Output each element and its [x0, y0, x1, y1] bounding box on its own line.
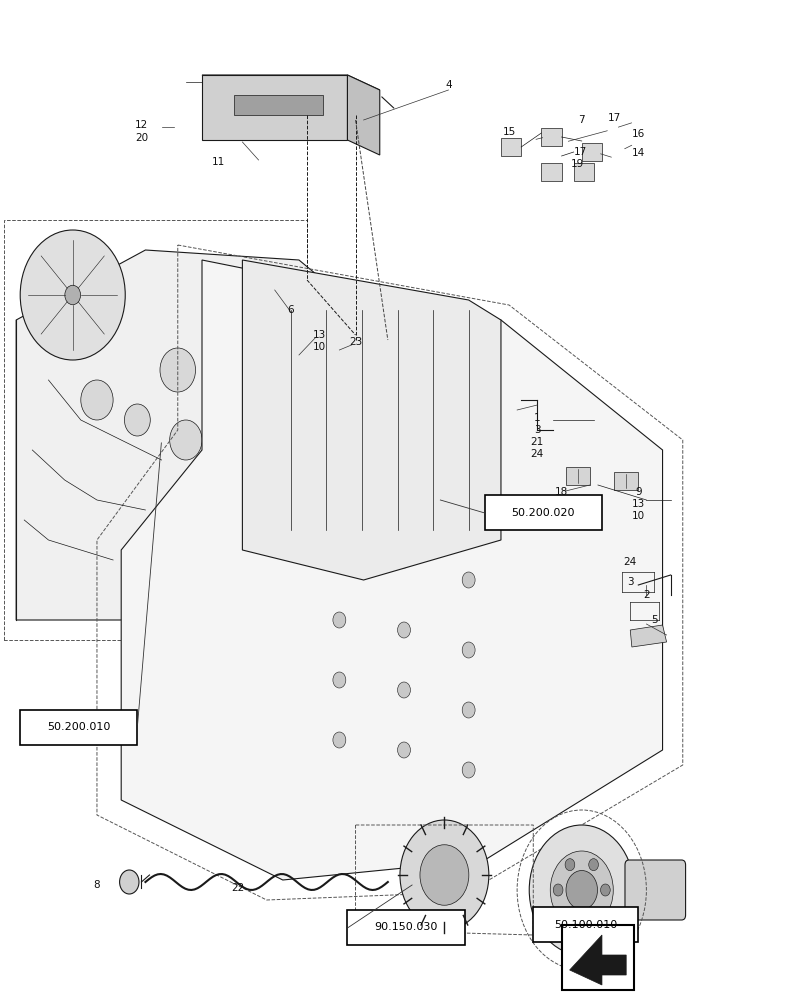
Polygon shape	[541, 163, 562, 181]
Polygon shape	[570, 935, 626, 985]
Text: 5: 5	[651, 615, 658, 625]
Text: 24: 24	[624, 557, 637, 567]
Polygon shape	[121, 260, 663, 880]
Circle shape	[333, 732, 346, 748]
Circle shape	[566, 870, 597, 910]
Circle shape	[333, 542, 346, 558]
Circle shape	[400, 820, 489, 930]
Circle shape	[20, 230, 125, 360]
Text: 16: 16	[632, 129, 645, 139]
Text: 15: 15	[503, 127, 516, 137]
FancyBboxPatch shape	[20, 710, 137, 745]
Circle shape	[246, 425, 271, 455]
Polygon shape	[574, 163, 594, 181]
Circle shape	[589, 909, 599, 921]
Text: 10: 10	[313, 342, 326, 352]
Circle shape	[120, 870, 139, 894]
Circle shape	[398, 682, 410, 698]
Text: 13: 13	[313, 330, 326, 340]
Text: 7: 7	[579, 115, 585, 125]
Polygon shape	[582, 143, 602, 161]
Polygon shape	[202, 75, 380, 90]
Circle shape	[600, 884, 610, 896]
Text: 24: 24	[531, 449, 544, 459]
Text: 1: 1	[534, 413, 541, 423]
Circle shape	[333, 392, 346, 408]
Text: 10: 10	[632, 511, 645, 521]
Text: 3: 3	[534, 425, 541, 435]
Text: 50.200.010: 50.200.010	[47, 722, 111, 732]
Circle shape	[529, 825, 634, 955]
Polygon shape	[541, 128, 562, 146]
FancyBboxPatch shape	[614, 472, 638, 490]
Polygon shape	[630, 625, 667, 647]
Circle shape	[124, 404, 150, 436]
Circle shape	[398, 552, 410, 568]
Circle shape	[420, 845, 469, 905]
Text: 9: 9	[635, 487, 642, 497]
Text: 50.100.010: 50.100.010	[554, 920, 617, 930]
Circle shape	[462, 572, 475, 588]
Circle shape	[212, 372, 241, 408]
Text: 21: 21	[531, 437, 544, 447]
Circle shape	[565, 909, 574, 921]
Text: 18: 18	[555, 487, 568, 497]
Circle shape	[65, 285, 81, 305]
Text: 17: 17	[574, 147, 587, 157]
Text: 90.150.030: 90.150.030	[374, 922, 438, 932]
Circle shape	[462, 432, 475, 448]
Text: 22: 22	[232, 883, 245, 893]
Text: 11: 11	[212, 157, 225, 167]
Polygon shape	[234, 95, 323, 115]
Text: 6: 6	[288, 305, 294, 315]
Text: 17: 17	[608, 113, 621, 123]
Circle shape	[398, 482, 410, 498]
Polygon shape	[202, 75, 347, 140]
FancyBboxPatch shape	[347, 910, 465, 945]
Circle shape	[160, 348, 196, 392]
Circle shape	[81, 380, 113, 420]
Circle shape	[333, 672, 346, 688]
Circle shape	[170, 420, 202, 460]
Polygon shape	[242, 260, 501, 580]
Text: 3: 3	[627, 577, 633, 587]
Text: 23: 23	[349, 337, 362, 347]
Circle shape	[333, 472, 346, 488]
Circle shape	[550, 851, 613, 929]
Circle shape	[398, 622, 410, 638]
Text: 19: 19	[571, 159, 584, 169]
Circle shape	[196, 482, 225, 518]
Circle shape	[398, 412, 410, 428]
Text: 50.200.020: 50.200.020	[511, 508, 575, 518]
Text: 20: 20	[135, 133, 148, 143]
Circle shape	[462, 502, 475, 518]
FancyBboxPatch shape	[485, 495, 602, 530]
FancyBboxPatch shape	[533, 907, 638, 942]
Text: 2: 2	[643, 590, 650, 600]
Circle shape	[462, 702, 475, 718]
Circle shape	[462, 762, 475, 778]
Text: 12: 12	[135, 120, 148, 130]
Text: 8: 8	[94, 880, 100, 890]
Polygon shape	[16, 250, 323, 620]
Circle shape	[462, 642, 475, 658]
Circle shape	[553, 884, 563, 896]
Polygon shape	[501, 138, 521, 156]
FancyBboxPatch shape	[566, 467, 590, 485]
Circle shape	[589, 859, 599, 871]
Text: 13: 13	[632, 499, 645, 509]
Circle shape	[333, 612, 346, 628]
Text: 14: 14	[632, 148, 645, 158]
Circle shape	[398, 742, 410, 758]
FancyBboxPatch shape	[625, 860, 685, 920]
FancyBboxPatch shape	[562, 925, 634, 990]
Circle shape	[565, 859, 574, 871]
Text: 4: 4	[445, 80, 452, 90]
Polygon shape	[347, 75, 380, 155]
